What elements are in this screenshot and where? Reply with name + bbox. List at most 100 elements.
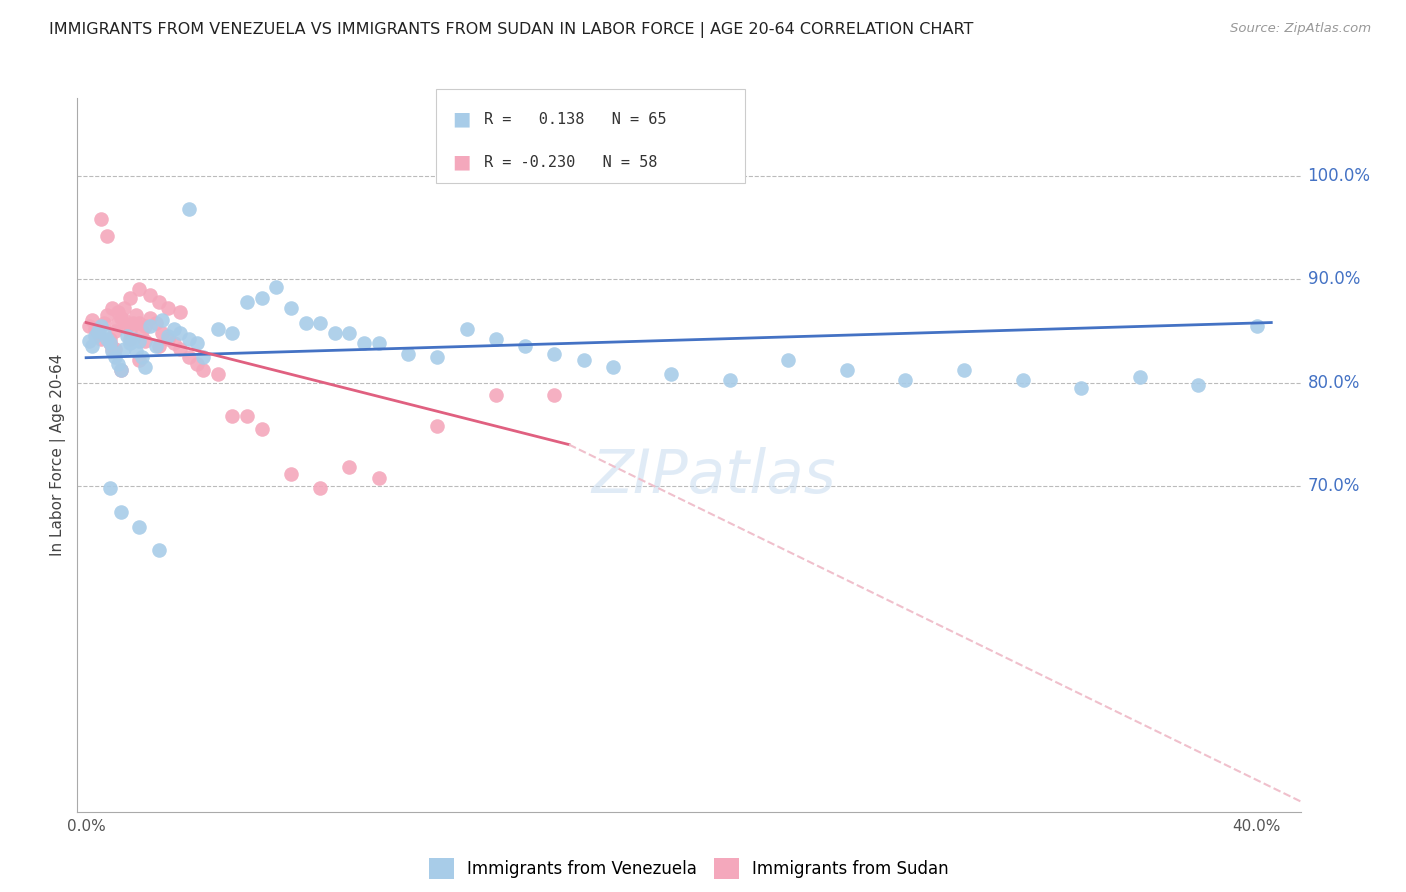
- Point: [485, 388, 508, 402]
- Point: [98, 481, 121, 495]
- Point: [101, 344, 124, 359]
- Point: [250, 422, 273, 436]
- Point: [104, 350, 127, 364]
- Point: [90, 332, 112, 346]
- Point: [134, 318, 156, 333]
- Point: [169, 305, 191, 319]
- Point: [107, 305, 129, 319]
- Point: [323, 326, 346, 340]
- Legend: Immigrants from Venezuela, Immigrants from Sudan: Immigrants from Venezuela, Immigrants fr…: [422, 852, 956, 886]
- Point: [128, 334, 150, 348]
- Point: [150, 313, 173, 327]
- Point: [90, 212, 112, 227]
- Text: Source: ZipAtlas.com: Source: ZipAtlas.com: [1230, 22, 1371, 36]
- Point: [191, 363, 214, 377]
- Point: [150, 326, 173, 340]
- Point: [131, 324, 153, 338]
- Point: [718, 374, 741, 388]
- Point: [485, 332, 508, 346]
- Point: [145, 316, 167, 330]
- Point: [661, 368, 683, 382]
- Text: 100.0%: 100.0%: [1308, 167, 1371, 185]
- Point: [163, 336, 186, 351]
- Point: [83, 322, 105, 336]
- Point: [128, 520, 150, 534]
- Point: [87, 326, 110, 340]
- Point: [98, 336, 121, 351]
- Point: [77, 318, 100, 333]
- Text: R = -0.230   N = 58: R = -0.230 N = 58: [484, 154, 657, 169]
- Point: [396, 346, 419, 360]
- Point: [112, 301, 135, 315]
- Point: [118, 291, 141, 305]
- Point: [96, 228, 118, 243]
- Point: [101, 301, 124, 315]
- Point: [221, 326, 243, 340]
- Point: [122, 316, 145, 330]
- Point: [128, 352, 150, 367]
- Point: [118, 336, 141, 351]
- Point: [139, 318, 162, 333]
- Point: [894, 374, 917, 388]
- Point: [134, 334, 156, 348]
- Point: [122, 332, 145, 346]
- Point: [139, 311, 162, 326]
- Point: [280, 301, 302, 315]
- Point: [236, 294, 259, 309]
- Point: [186, 336, 208, 351]
- Point: [148, 339, 170, 353]
- Point: [96, 332, 118, 346]
- Point: [139, 287, 162, 301]
- Point: [148, 294, 170, 309]
- Point: [157, 332, 180, 346]
- Point: [93, 326, 115, 340]
- Point: [107, 357, 129, 371]
- Point: [131, 350, 153, 364]
- Point: [118, 324, 141, 338]
- Point: [572, 352, 595, 367]
- Point: [953, 363, 976, 377]
- Point: [104, 343, 127, 357]
- Point: [110, 363, 132, 377]
- Point: [169, 326, 191, 340]
- Y-axis label: In Labor Force | Age 20-64: In Labor Force | Age 20-64: [51, 354, 66, 556]
- Text: 70.0%: 70.0%: [1308, 477, 1360, 495]
- Point: [778, 352, 800, 367]
- Point: [221, 409, 243, 423]
- Point: [426, 419, 449, 434]
- Point: [266, 280, 288, 294]
- Point: [101, 343, 124, 357]
- Point: [98, 332, 121, 346]
- Point: [280, 467, 302, 481]
- Point: [207, 322, 229, 336]
- Point: [353, 336, 375, 351]
- Point: [148, 543, 170, 558]
- Point: [125, 308, 148, 322]
- Point: [207, 368, 229, 382]
- Point: [1129, 370, 1152, 384]
- Point: [110, 363, 132, 377]
- Text: 80.0%: 80.0%: [1308, 374, 1360, 392]
- Point: [134, 359, 156, 374]
- Point: [110, 505, 132, 519]
- Point: [426, 350, 449, 364]
- Point: [309, 481, 332, 495]
- Point: [87, 324, 110, 338]
- Point: [104, 324, 127, 338]
- Point: [177, 332, 200, 346]
- Point: [112, 313, 135, 327]
- Point: [90, 318, 112, 333]
- Point: [169, 343, 191, 357]
- Point: [236, 409, 259, 423]
- Point: [118, 332, 141, 346]
- Point: [83, 329, 105, 343]
- Point: [191, 350, 214, 364]
- Point: [125, 344, 148, 359]
- Point: [186, 357, 208, 371]
- Point: [128, 316, 150, 330]
- Point: [96, 308, 118, 322]
- Point: [93, 316, 115, 330]
- Point: [157, 329, 180, 343]
- Text: 90.0%: 90.0%: [1308, 270, 1360, 288]
- Text: IMMIGRANTS FROM VENEZUELA VS IMMIGRANTS FROM SUDAN IN LABOR FORCE | AGE 20-64 CO: IMMIGRANTS FROM VENEZUELA VS IMMIGRANTS …: [49, 22, 973, 38]
